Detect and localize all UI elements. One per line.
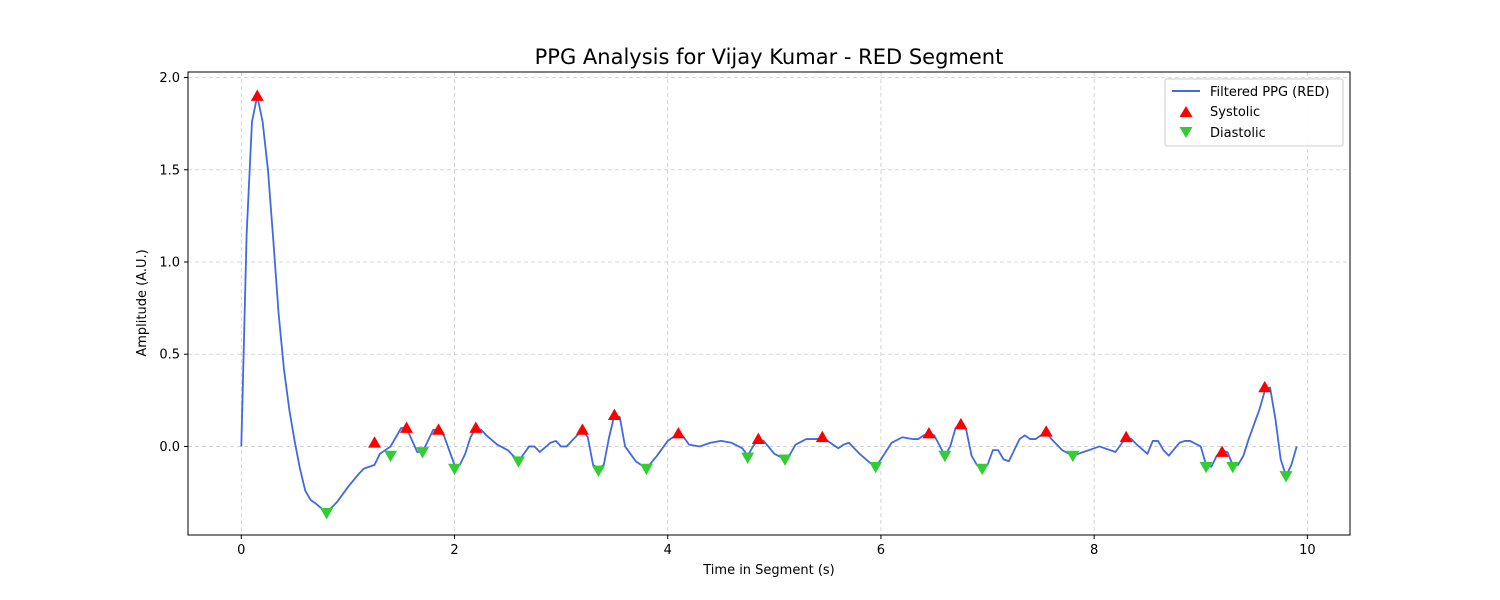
legend-label-diastolic: Diastolic xyxy=(1210,126,1266,141)
diastolic-marker xyxy=(975,463,989,476)
systolic-marker xyxy=(469,421,483,433)
systolic-marker xyxy=(922,427,936,439)
systolic-marker xyxy=(1039,425,1053,437)
diastolic-marker xyxy=(1226,461,1240,474)
diastolic-marker xyxy=(591,465,605,477)
systolic-marker xyxy=(368,436,382,448)
systolic-marker xyxy=(671,427,685,439)
y-tick-label: 1.5 xyxy=(159,163,180,178)
systolic-marker xyxy=(432,423,446,435)
grid-lines xyxy=(188,72,1350,535)
x-axis-label: Time in Segment (s) xyxy=(702,563,834,578)
x-tick-label: 0 xyxy=(237,543,245,558)
systolic-marker xyxy=(1119,430,1133,443)
diastolic-marker xyxy=(741,452,755,465)
axes-frame xyxy=(187,71,1351,536)
diastolic-marker xyxy=(416,447,430,459)
legend-box xyxy=(1164,78,1344,147)
diastolic-marker xyxy=(384,450,398,463)
y-tick-label: 1.0 xyxy=(159,255,180,270)
systolic-marker xyxy=(575,423,589,435)
x-tick-label: 2 xyxy=(450,543,458,558)
y-axis-label: Amplitude (A.U.) xyxy=(135,249,150,356)
diastolic-marker xyxy=(1199,461,1213,474)
chart-title: PPG Analysis for Vijay Kumar - RED Segme… xyxy=(535,45,1004,69)
diastolic-marker xyxy=(1279,471,1293,483)
systolic-marker xyxy=(815,430,829,443)
axis-ticks: 0 2 4 6 8 10 0.0 0.5 1.0 1.5 2.0 xyxy=(159,71,1315,558)
diastolic-marker xyxy=(1066,450,1080,463)
x-tick-label: 10 xyxy=(1299,543,1316,558)
legend-diastolic-icon xyxy=(1179,127,1193,138)
diastolic-marker xyxy=(511,456,525,468)
x-tick-label: 8 xyxy=(1090,543,1098,558)
legend-label-filtered: Filtered PPG (RED) xyxy=(1210,85,1330,100)
legend: Filtered PPG (RED) Systolic Diastolic xyxy=(1164,78,1344,147)
systolic-marker xyxy=(400,421,414,433)
systolic-marker xyxy=(250,89,264,101)
diastolic-marker xyxy=(869,461,883,474)
legend-systolic-icon xyxy=(1179,106,1193,117)
systolic-marker xyxy=(607,408,621,420)
plot-area xyxy=(240,89,1298,520)
diastolic-marker xyxy=(778,454,792,466)
systolic-marker xyxy=(1258,380,1272,393)
systolic-marker xyxy=(1215,445,1229,457)
y-tick-label: 0.5 xyxy=(159,348,180,363)
diastolic-marker xyxy=(448,463,462,476)
diastolic-marker xyxy=(320,507,334,520)
systolic-marker xyxy=(954,417,968,430)
legend-label-systolic: Systolic xyxy=(1210,105,1260,120)
y-tick-label: 0.0 xyxy=(159,440,180,455)
x-tick-label: 4 xyxy=(664,543,672,558)
x-tick-label: 6 xyxy=(877,543,885,558)
systolic-marker xyxy=(751,432,765,444)
y-tick-label: 2.0 xyxy=(159,71,180,86)
diastolic-marker xyxy=(639,463,653,476)
diastolic-marker xyxy=(938,450,952,463)
